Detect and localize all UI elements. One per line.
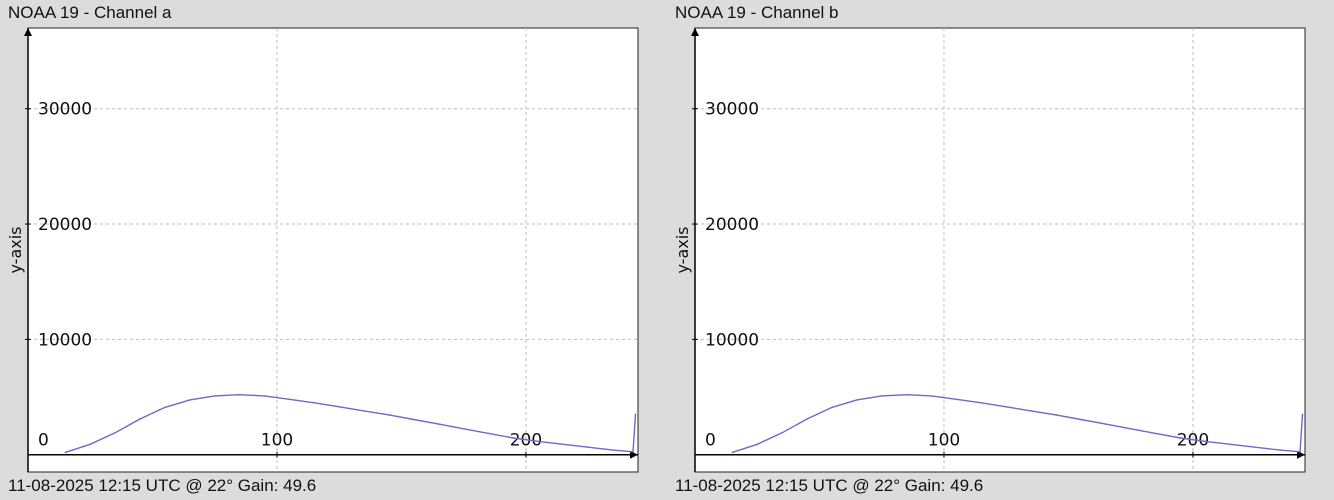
series-point bbox=[238, 393, 241, 396]
series-point bbox=[756, 443, 759, 446]
x-tick-label: 0 bbox=[38, 431, 49, 451]
y-axis-label: y-axis bbox=[6, 226, 25, 273]
series-point bbox=[587, 446, 590, 449]
series-point bbox=[731, 451, 734, 454]
series-point bbox=[1301, 413, 1304, 416]
chart-title: NOAA 19 - Channel a bbox=[8, 3, 172, 22]
series-point bbox=[806, 418, 808, 420]
series-point bbox=[537, 440, 540, 443]
y-axis-arrow bbox=[691, 28, 699, 36]
plot-background bbox=[694, 27, 1306, 473]
series-point bbox=[955, 398, 958, 401]
series-point bbox=[634, 413, 637, 416]
series-point bbox=[1005, 406, 1008, 408]
series-point bbox=[612, 449, 614, 451]
series-point bbox=[1204, 440, 1207, 443]
y-tick-label: 30000 bbox=[38, 100, 92, 120]
series-point bbox=[880, 395, 883, 397]
series-point bbox=[462, 427, 465, 430]
series-point bbox=[288, 398, 291, 401]
series-point bbox=[980, 402, 983, 404]
series-point bbox=[1299, 451, 1301, 453]
series-point bbox=[487, 432, 490, 435]
series-point bbox=[338, 406, 341, 408]
y-axis-arrow bbox=[24, 28, 32, 36]
series-point bbox=[512, 437, 515, 439]
chart-footer-status: 11-08-2025 12:15 UTC @ 22° Gain: 49.6 bbox=[8, 476, 317, 495]
x-tick-label: 200 bbox=[510, 431, 542, 451]
x-tick-label: 100 bbox=[261, 431, 293, 451]
plot-background bbox=[27, 27, 639, 473]
series-point bbox=[263, 395, 266, 397]
series-point bbox=[562, 443, 565, 446]
series-point bbox=[781, 431, 783, 434]
series-point bbox=[64, 451, 67, 454]
series-point bbox=[1279, 449, 1281, 451]
series-point bbox=[856, 399, 858, 401]
series-point bbox=[1254, 446, 1257, 449]
chart-footer-status: 11-08-2025 12:15 UTC @ 22° Gain: 49.6 bbox=[675, 476, 984, 495]
x-tick-label: 200 bbox=[1177, 431, 1209, 451]
series-point bbox=[438, 423, 440, 425]
series-point bbox=[139, 418, 141, 420]
y-axis-label: y-axis bbox=[673, 226, 692, 273]
series-point bbox=[189, 399, 191, 401]
series-point bbox=[1080, 418, 1082, 421]
series-point bbox=[1030, 410, 1032, 412]
series-point bbox=[413, 418, 415, 421]
series-point bbox=[388, 414, 390, 416]
chart-panel-a: NOAA 19 - Channel a 0 100 200 10000 20000 300… bbox=[6, 3, 639, 495]
series-point bbox=[114, 431, 116, 434]
series-point bbox=[831, 406, 833, 409]
x-tick-label: 100 bbox=[928, 431, 960, 451]
y-tick-label: 30000 bbox=[705, 100, 759, 120]
series-point bbox=[1229, 443, 1232, 446]
series-point bbox=[213, 395, 216, 397]
series-point bbox=[313, 402, 316, 404]
series-point bbox=[1129, 427, 1132, 430]
series-point bbox=[1154, 432, 1157, 435]
series-point bbox=[363, 410, 365, 412]
y-tick-label: 20000 bbox=[705, 215, 759, 235]
series-point bbox=[164, 406, 166, 409]
series-point bbox=[930, 395, 933, 397]
x-tick-label: 0 bbox=[705, 431, 716, 451]
y-tick-label: 10000 bbox=[38, 330, 92, 350]
chart-title: NOAA 19 - Channel b bbox=[675, 3, 839, 22]
chart-panel-b: NOAA 19 - Channel b 0 100 200 10000 20000 300… bbox=[667, 0, 1334, 500]
x-axis-arrow bbox=[630, 450, 638, 459]
y-tick-label: 10000 bbox=[705, 330, 759, 350]
series-point bbox=[632, 451, 634, 453]
x-axis-arrow bbox=[1297, 450, 1305, 459]
series-point bbox=[89, 443, 92, 446]
plot-area: 0 100 200 10000 20000 30000 y-axis bbox=[673, 27, 1306, 473]
series-point bbox=[905, 393, 908, 396]
y-tick-label: 20000 bbox=[38, 215, 92, 235]
plot-area: 0 100 200 10000 20000 30000 y-axis bbox=[6, 27, 639, 473]
series-point bbox=[1179, 437, 1182, 439]
series-point bbox=[1105, 423, 1107, 425]
series-point bbox=[1055, 414, 1057, 416]
